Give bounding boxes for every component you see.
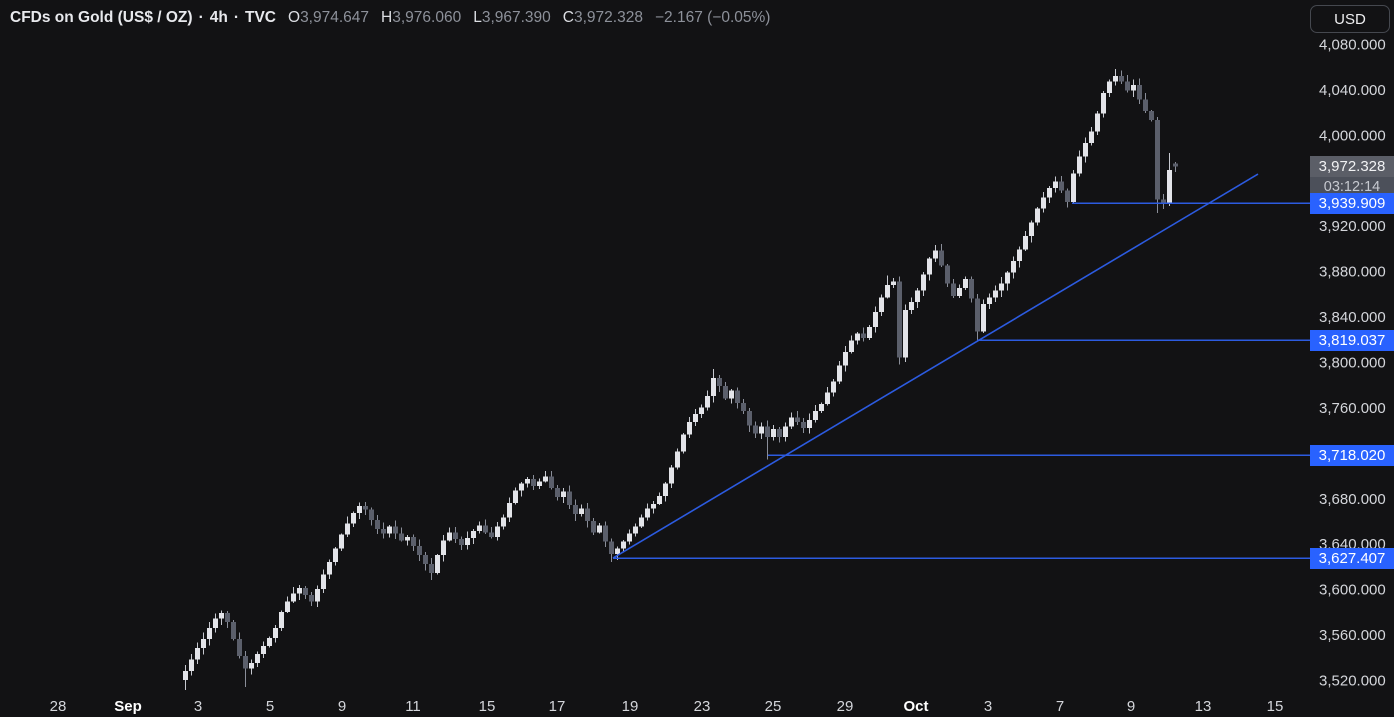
svg-text:3: 3 xyxy=(984,698,992,715)
svg-text:9: 9 xyxy=(338,698,346,715)
low-value: L3,967.390 xyxy=(473,9,551,26)
time-axis[interactable]: 28 Sep 3 5 9 11 15 17 19 23 25 29 Oct 3 7 9 13 15 xyxy=(50,698,1284,715)
svg-text:28: 28 xyxy=(50,698,67,715)
close-value: C3,972.328 xyxy=(562,9,643,26)
svg-text:4,080.000: 4,080.000 xyxy=(1319,37,1386,54)
svg-text:Sep: Sep xyxy=(114,698,142,715)
svg-text:25: 25 xyxy=(765,698,782,715)
horizontal-rays[interactable] xyxy=(613,202,1394,559)
level-label-3819: 3,819.037 xyxy=(1310,329,1394,351)
level-label-3627: 3,627.407 xyxy=(1310,547,1394,569)
svg-text:11: 11 xyxy=(405,698,421,715)
svg-text:7: 7 xyxy=(1056,698,1064,715)
svg-text:5: 5 xyxy=(266,698,274,715)
svg-text:3,800.000: 3,800.000 xyxy=(1319,355,1386,372)
candle-wicks xyxy=(185,68,1176,691)
svg-text:9: 9 xyxy=(1127,698,1135,715)
svg-text:29: 29 xyxy=(837,698,854,715)
open-value: O3,974.647 xyxy=(288,9,370,26)
svg-text:17: 17 xyxy=(549,698,566,715)
currency-button[interactable]: USD xyxy=(1310,5,1390,33)
level-label-3939: 3,939.909 xyxy=(1310,192,1394,214)
change-value: −2.167 (−0.05%) xyxy=(654,9,771,26)
svg-text:15: 15 xyxy=(1267,698,1284,715)
svg-text:15: 15 xyxy=(479,698,496,715)
exchange-label[interactable]: TVC xyxy=(245,9,276,26)
legend-separator: · xyxy=(198,9,204,26)
svg-text:3,840.000: 3,840.000 xyxy=(1319,309,1386,326)
current-price-label: 3,972.328 03:12:14 xyxy=(1310,155,1394,198)
svg-text:3,760.000: 3,760.000 xyxy=(1319,400,1386,417)
svg-text:19: 19 xyxy=(622,698,639,715)
svg-text:3,520.000: 3,520.000 xyxy=(1319,673,1386,690)
svg-text:Oct: Oct xyxy=(903,698,928,715)
svg-text:3,680.000: 3,680.000 xyxy=(1319,491,1386,508)
legend-separator: · xyxy=(233,9,239,26)
trendline[interactable] xyxy=(612,173,1259,559)
svg-text:3,560.000: 3,560.000 xyxy=(1319,627,1386,644)
high-value: H3,976.060 xyxy=(381,9,462,26)
level-label-3718: 3,718.020 xyxy=(1310,444,1394,466)
candle-bodies xyxy=(183,75,1178,680)
svg-text:4,040.000: 4,040.000 xyxy=(1319,82,1386,99)
svg-text:3,880.000: 3,880.000 xyxy=(1319,264,1386,281)
price-axis[interactable]: 3,520.0003,560.0003,600.0003,640.0003,68… xyxy=(1319,37,1386,690)
symbol-title[interactable]: CFDs on Gold (US$ / OZ) xyxy=(10,9,193,26)
last-price: 3,972.328 xyxy=(1310,155,1394,177)
bar-countdown: 03:12:14 xyxy=(1310,176,1394,198)
svg-text:3: 3 xyxy=(194,698,202,715)
svg-text:4,000.000: 4,000.000 xyxy=(1319,127,1386,144)
svg-text:3,920.000: 3,920.000 xyxy=(1319,218,1386,235)
legend: CFDs on Gold (US$ / OZ) · 4h · TVC O3,97… xyxy=(10,9,770,27)
svg-text:3,600.000: 3,600.000 xyxy=(1319,582,1386,599)
interval-label[interactable]: 4h xyxy=(209,9,228,26)
svg-text:13: 13 xyxy=(1195,698,1212,715)
svg-text:23: 23 xyxy=(694,698,711,715)
